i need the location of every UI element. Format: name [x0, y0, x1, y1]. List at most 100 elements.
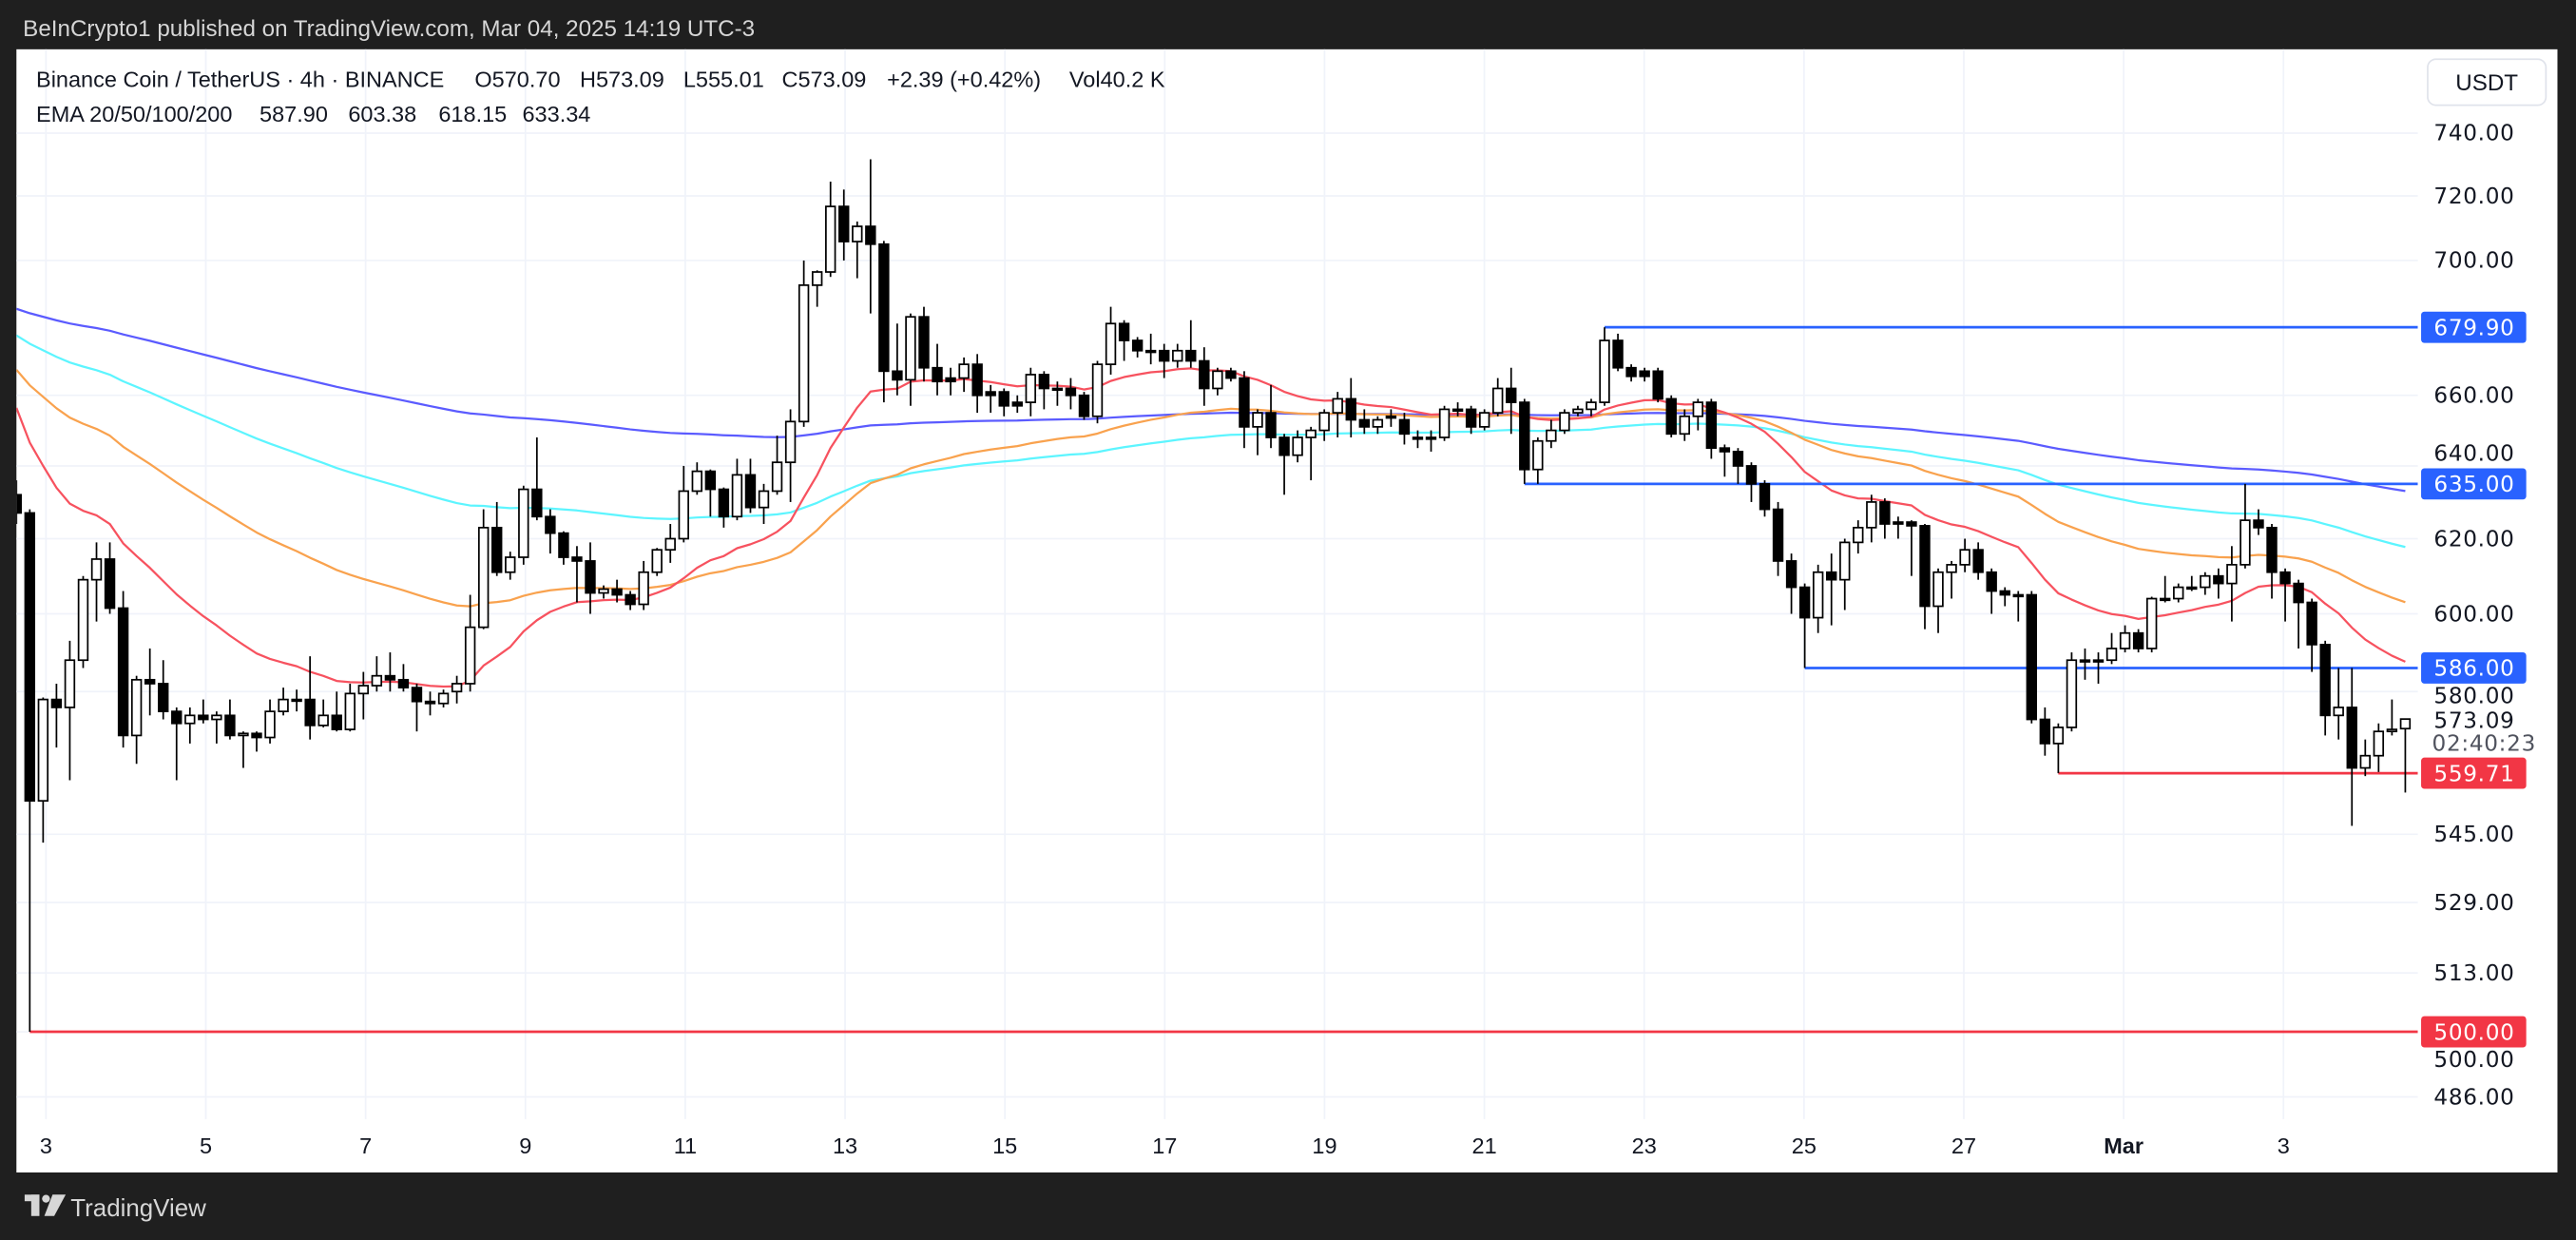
candle-body: [1839, 541, 1851, 581]
candle-body: [1412, 436, 1424, 440]
candle-bearish: [1131, 337, 1144, 358]
candle-bullish: [2145, 596, 2158, 653]
candle-bearish: [1065, 378, 1077, 410]
time-axis[interactable]: 3 5 7 9 11 13 15 17 19 21 23 25 27 Mar 3: [40, 1133, 2290, 1158]
candle-bearish: [1345, 378, 1356, 438]
candle-body: [664, 537, 676, 552]
candle-bullish: [1105, 306, 1117, 375]
candle-bearish: [1999, 587, 2010, 607]
candle-body: [1759, 483, 1771, 511]
candle-bullish: [1025, 367, 1037, 417]
candle-bearish: [2132, 629, 2144, 653]
candle-bullish: [2186, 575, 2198, 591]
candle-bullish: [731, 458, 743, 521]
candle-bullish: [2173, 583, 2184, 603]
time-tick-label: 3: [2278, 1133, 2290, 1158]
candle-body: [77, 578, 89, 662]
candle-body: [397, 678, 410, 688]
tradingview-logo[interactable]: TradingView: [24, 1194, 206, 1222]
candle-bullish: [1144, 333, 1157, 365]
candle-bearish: [1265, 384, 1277, 449]
candle-body: [424, 700, 436, 705]
candle-bearish: [2279, 568, 2291, 622]
candle-body: [1519, 401, 1530, 471]
price-level-text: 679.90: [2433, 316, 2514, 340]
time-tick-label: 15: [992, 1133, 1017, 1158]
price-axis[interactable]: 740.00 720.00 700.00 660.00 640.00 620.00 600.…: [2421, 122, 2536, 1111]
candle-bearish: [918, 306, 930, 382]
candle-bullish: [1692, 398, 1704, 431]
candle-bearish: [1826, 553, 1837, 626]
candle-body: [1732, 451, 1744, 467]
candle-bullish: [1559, 409, 1570, 435]
candle-bearish: [1652, 367, 1663, 403]
candle-body: [2306, 601, 2317, 646]
candle-bearish: [932, 343, 943, 396]
price-tick-label: 600.00: [2433, 602, 2514, 627]
candle-bearish: [50, 683, 63, 748]
candle-body: [224, 714, 236, 737]
candle-bearish: [1732, 448, 1744, 484]
candle-bearish: [1239, 371, 1250, 449]
price-tick-label: 640.00: [2433, 442, 2514, 467]
candle-bullish: [2386, 699, 2398, 736]
candle-body: [1652, 370, 1663, 400]
candle-body: [2293, 582, 2304, 604]
candle-body: [291, 698, 302, 703]
candle-body: [1225, 370, 1237, 379]
candle-body: [2039, 718, 2051, 745]
candle-body: [24, 512, 36, 803]
candle-body: [2079, 659, 2091, 663]
candle-bullish: [184, 707, 196, 744]
candle-bullish: [1599, 327, 1610, 406]
candle-body: [531, 488, 543, 518]
candle-body: [585, 560, 596, 594]
price-level-box: [2421, 652, 2527, 684]
currency-button[interactable]: USDT: [2427, 58, 2547, 107]
candle-bullish: [798, 260, 810, 427]
candle-body: [2052, 727, 2065, 745]
plot-area[interactable]: [11, 159, 2418, 1034]
candle-bearish: [744, 458, 757, 513]
candle-bearish: [1118, 320, 1130, 361]
ema-20-line: [16, 367, 2406, 688]
candle-body: [1492, 387, 1504, 414]
candle-body: [611, 588, 623, 596]
candle-bullish: [264, 699, 276, 744]
candle-bullish: [2399, 718, 2412, 793]
candle-body: [104, 558, 116, 610]
candle-bullish: [211, 711, 222, 744]
candle-body: [1879, 501, 1891, 525]
candle-body: [1812, 571, 1824, 619]
candle-body: [691, 470, 703, 493]
price-tick-label: 486.00: [2433, 1085, 2514, 1110]
candle-body: [1785, 560, 1797, 589]
candle-bullish: [2373, 723, 2385, 772]
price-level-box: [2421, 468, 2527, 500]
candle-bullish: [1091, 360, 1104, 424]
candle-bullish: [130, 675, 143, 765]
candle-body: [1065, 387, 1077, 397]
candle-bearish: [117, 591, 129, 748]
candle-body: [1665, 397, 1677, 436]
candle-bullish: [2240, 483, 2251, 569]
candle-bearish: [304, 656, 316, 740]
candle-body: [184, 714, 196, 725]
candle-bullish: [1946, 560, 1957, 599]
candle-bullish: [1853, 520, 1864, 554]
candle-bullish: [371, 656, 383, 692]
price-tick-label: 720.00: [2433, 184, 2514, 209]
currency-button-label[interactable]: USDT: [2455, 70, 2518, 96]
candle-body: [758, 490, 770, 509]
candle-bullish: [1305, 426, 1317, 481]
candle-body: [1946, 564, 1957, 573]
candle-bearish: [2306, 598, 2317, 672]
candle-bullish: [1866, 494, 1877, 543]
candle-body: [90, 558, 103, 581]
candle-bullish: [1451, 402, 1464, 417]
candle-bearish: [1225, 367, 1237, 382]
candle-bullish: [905, 313, 916, 406]
candle-bearish: [1798, 583, 1811, 668]
candle-body: [1853, 526, 1864, 544]
